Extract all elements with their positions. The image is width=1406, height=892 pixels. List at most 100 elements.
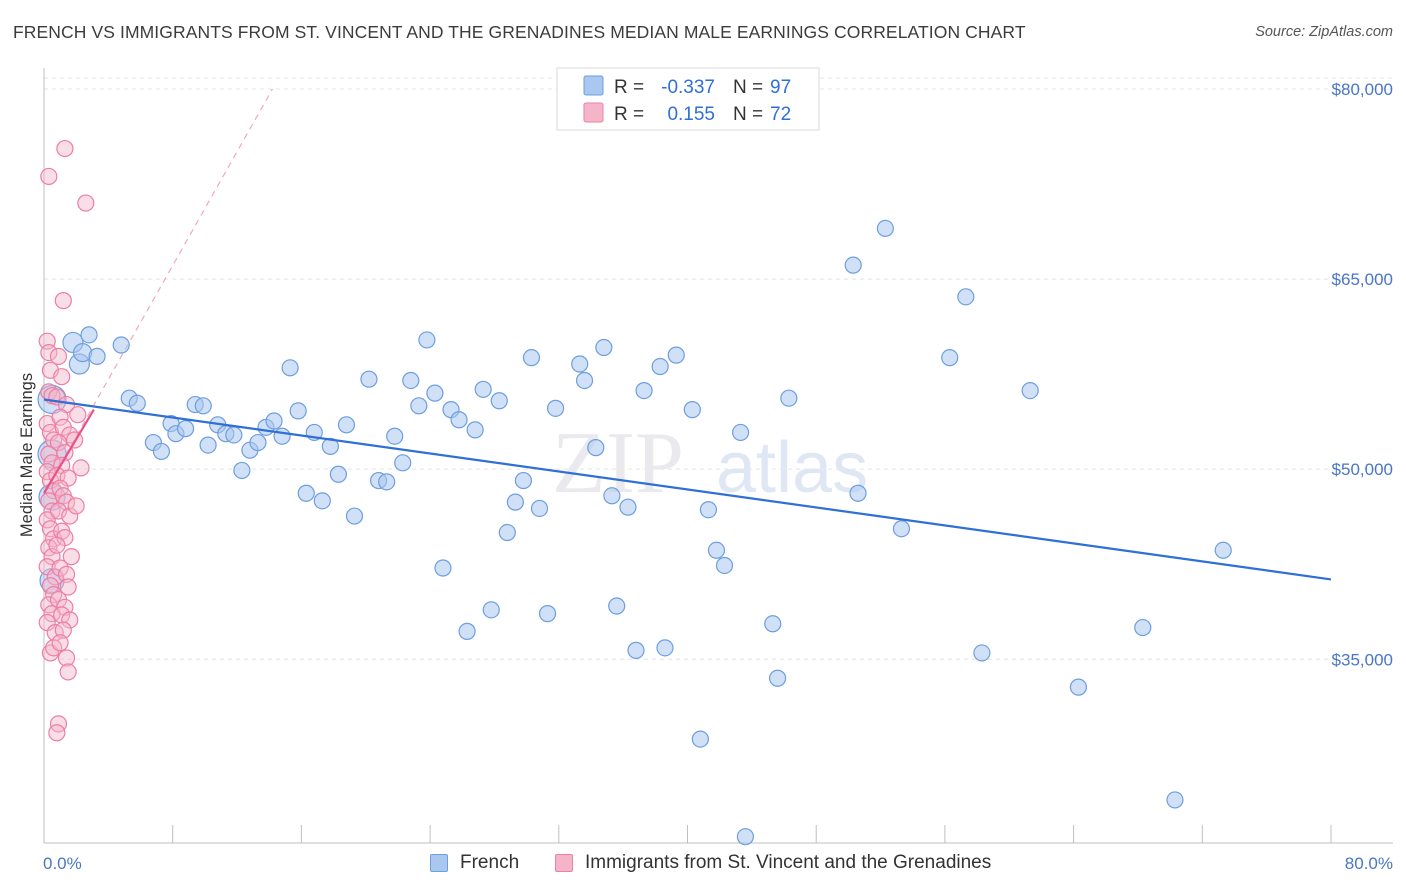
french-point	[410, 397, 428, 415]
legend-n-value-french: 97	[770, 77, 791, 98]
french-point	[297, 484, 315, 502]
immigrants-point	[59, 663, 77, 681]
immigrants-point	[49, 502, 68, 520]
immigrants-point	[40, 343, 58, 362]
legend-n-value-immigrants: 72	[770, 104, 791, 125]
immigrants-point	[53, 368, 71, 386]
y-tick-label: $80,000	[1332, 80, 1393, 99]
immigrants-trend-line	[43, 409, 95, 494]
french-point	[635, 382, 653, 400]
french-point	[402, 371, 420, 390]
trend-lines	[43, 398, 1332, 581]
y-tick-label: $65,000	[1332, 270, 1393, 289]
y-tick-label: $35,000	[1332, 650, 1393, 669]
immigrants-point	[61, 611, 79, 629]
gridlines	[44, 77, 1393, 660]
french-point	[764, 615, 782, 633]
immigrants-point	[72, 459, 90, 477]
immigrants-point	[62, 548, 80, 566]
bottom-legend-immigrants: Immigrants from St. Vincent and the Gren…	[555, 852, 991, 874]
immigrants-point	[41, 577, 60, 595]
french-point	[466, 421, 484, 439]
french-point	[281, 359, 299, 377]
immigrants-point	[57, 565, 76, 583]
french-point	[345, 507, 364, 525]
french-point	[434, 559, 452, 577]
french-point	[273, 427, 291, 445]
french-point	[707, 541, 726, 559]
french-point	[973, 644, 991, 662]
french-point	[603, 487, 621, 505]
legend-box: R = -0.337 N = 97 R = 0.155 N = 72	[556, 67, 820, 131]
french-point	[265, 412, 283, 430]
french-point	[656, 639, 674, 657]
french-point	[715, 556, 734, 575]
immigrants-point	[41, 520, 60, 538]
chart-title: FRENCH VS IMMIGRANTS FROM ST. VINCENT AN…	[13, 22, 1026, 42]
source-credit: Source: ZipAtlas.com	[1255, 24, 1393, 40]
french-point	[530, 499, 549, 518]
legend-swatch-immigrants	[583, 102, 604, 123]
immigrants-point	[59, 578, 77, 596]
french-point	[506, 493, 524, 511]
french-point	[498, 523, 516, 542]
bottom-legend-label-immigrants: Immigrants from St. Vincent and the Gren…	[585, 852, 992, 873]
french-point	[233, 461, 251, 480]
french-point	[458, 622, 476, 640]
french-point	[490, 392, 508, 410]
french-point	[450, 411, 468, 429]
french-point	[199, 436, 217, 454]
y-axis-title: Median Male Earnings	[18, 373, 36, 537]
french-point	[683, 401, 701, 419]
french-point	[667, 346, 685, 364]
french-point	[1134, 618, 1152, 637]
pink-trend-extension	[43, 88, 273, 494]
french-point	[780, 389, 798, 407]
french-point	[418, 331, 436, 349]
immigrants-point	[77, 194, 95, 212]
french-point	[289, 402, 307, 420]
french-point	[575, 371, 594, 390]
immigrants-point	[61, 507, 79, 525]
french-point	[176, 420, 195, 438]
immigrants-point	[56, 139, 74, 158]
french-point	[313, 492, 331, 510]
bottom-legend-french: French	[430, 852, 519, 874]
legend-r-label-immigrants: R =	[614, 104, 644, 125]
immigrants-point	[57, 649, 76, 667]
legend-n-label-immigrants: N =	[733, 104, 763, 125]
french-point	[736, 828, 755, 846]
immigrants-point	[46, 568, 64, 586]
bottom-legend-swatch-immigrants	[555, 854, 573, 872]
french-point	[321, 437, 339, 455]
french-point	[426, 384, 444, 402]
french-point	[522, 349, 541, 367]
legend-r-value-french: -0.337	[661, 77, 715, 98]
french-point	[571, 355, 589, 373]
french-point	[337, 416, 356, 434]
immigrants-points	[38, 139, 95, 742]
x-tick-max: 80.0%	[1345, 854, 1393, 873]
french-point	[627, 641, 645, 659]
french-point	[474, 380, 492, 398]
french-point	[538, 605, 557, 623]
immigrants-point	[67, 497, 85, 515]
bottom-legend-swatch-french	[430, 854, 448, 872]
french-point	[957, 288, 975, 306]
immigrants-point	[51, 408, 69, 426]
french-point	[768, 669, 787, 687]
french-point	[249, 433, 267, 452]
french-point	[651, 357, 669, 376]
immigrants-point	[51, 634, 69, 652]
bottom-legend: French Immigrants from St. Vincent and t…	[0, 852, 1406, 878]
french-point	[619, 498, 637, 516]
x-tick-min: 0.0%	[43, 854, 82, 873]
french-point	[194, 397, 212, 415]
french-point	[112, 336, 130, 354]
french-point	[1069, 678, 1088, 696]
french-point	[595, 338, 613, 357]
immigrants-point	[38, 463, 56, 481]
french-point	[849, 484, 867, 502]
legend-r-value-immigrants: 0.155	[667, 104, 715, 125]
immigrants-point	[56, 444, 74, 462]
